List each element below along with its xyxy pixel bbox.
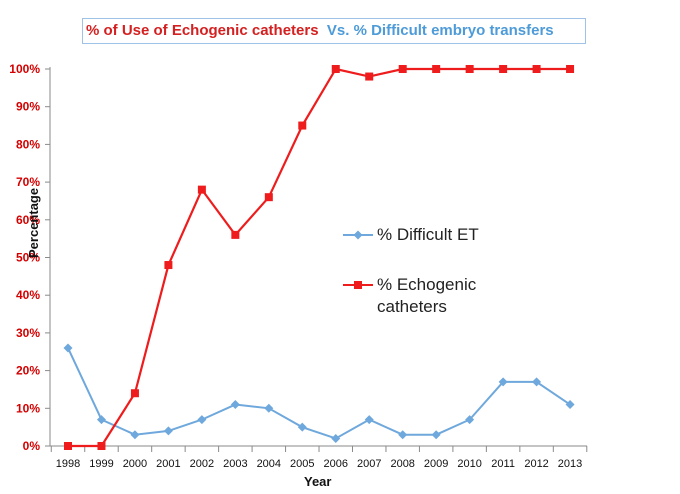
data-point [532,65,541,73]
x-tick-label: 1998 [56,458,80,470]
legend [343,230,373,289]
x-tick-label: 2001 [156,458,180,470]
data-point [130,430,140,440]
data-point [532,377,542,387]
legend-marker [354,281,362,289]
x-tick-label: 2002 [190,458,214,470]
data-point [398,430,408,440]
y-tick-label: 40% [16,288,40,302]
data-point [264,403,274,413]
x-tick-label: 2003 [223,458,247,470]
data-point [64,442,72,450]
y-tick-label: 60% [16,213,40,227]
data-point [331,433,341,443]
x-tick-label: 2011 [491,458,515,470]
data-point [96,415,106,425]
series-line [68,67,571,448]
data-point [163,426,173,436]
y-tick-label: 100% [9,62,40,76]
chart-title: % of Use of Echogenic catheters Vs. % Di… [82,18,586,44]
legend-label-difficult-et: % Difficult ET [377,225,479,244]
x-tick-label: 2009 [424,458,448,470]
x-tick-label: 2000 [123,458,147,470]
data-point [365,72,374,81]
x-tick-label: 2013 [558,458,582,470]
x-tick-label: 2010 [457,458,481,470]
data-point [230,400,240,410]
data-point [465,415,475,425]
data-point [398,65,407,73]
data-point [63,343,73,353]
y-tick-label: 10% [16,401,40,415]
data-point [197,185,206,194]
series [63,65,575,450]
data-point [465,65,474,73]
chart-title-echogenic: % of Use of Echogenic catheters [86,22,319,39]
legend-marker [353,230,363,240]
data-point [431,430,441,440]
series-echogenic-catheters [64,65,575,450]
y-axis-label: Percentage [26,187,41,258]
y-tick-label: 30% [16,326,40,340]
x-tick-label: 2012 [524,458,548,470]
legend-label-echogenic: % Echogenic catheters [377,275,477,316]
data-point [565,400,575,410]
data-point [566,65,575,73]
x-tick-label: 2005 [290,458,314,470]
x-tick-label: 2006 [324,458,348,470]
data-point [432,65,441,73]
data-point [264,193,273,202]
x-tick-label: 1999 [89,458,113,470]
y-tick-label: 90% [16,100,40,114]
y-tick-label: 20% [16,364,40,378]
data-point [97,442,106,450]
y-tick-label: 80% [16,137,40,151]
ticks: 0% 10% 20% 30% 40% 50% 60% 70% 80% 90% 100% 1998 199… [9,62,588,470]
y-tick-label: 0% [23,439,41,453]
y-tick-label: 70% [16,175,40,189]
y-tick-label: 50% [16,251,40,265]
series-line [67,347,571,440]
x-tick-label: 2007 [357,458,381,470]
data-point [499,65,508,73]
x-tick-label: 2004 [257,458,281,470]
chart-title-difficult: Vs. % Difficult embryo transfers [326,22,554,39]
data-point [498,377,508,387]
data-point [364,415,374,425]
data-point [298,121,307,130]
series-difficult-et [63,343,575,443]
x-axis-label: Year [304,474,332,489]
axes [49,67,588,447]
x-tick-label: 2008 [390,458,414,470]
data-point [197,415,207,425]
data-point [331,65,340,73]
data-point [130,389,139,398]
data-point [297,422,307,432]
data-point [231,230,240,239]
data-point [164,261,173,270]
